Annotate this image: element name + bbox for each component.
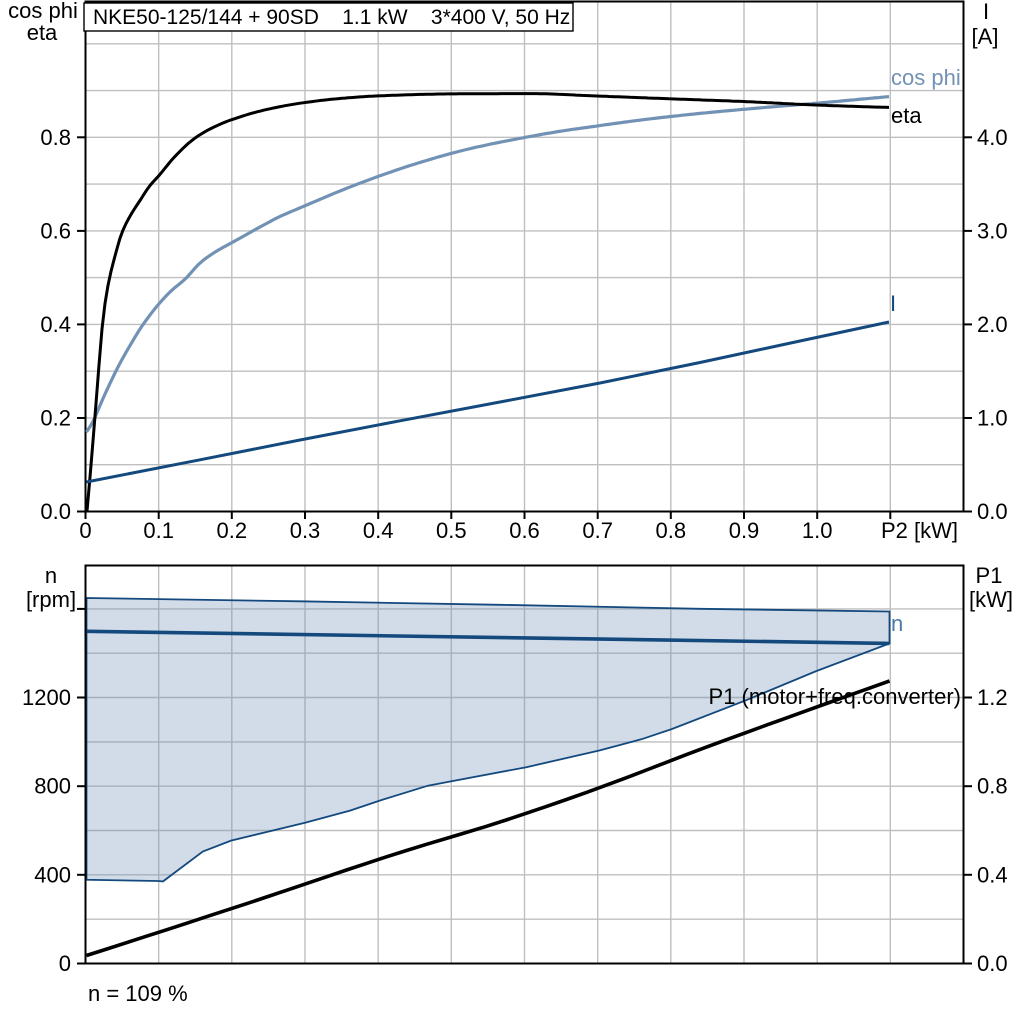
svg-text:2.0: 2.0	[977, 312, 1008, 337]
svg-text:I: I	[890, 291, 896, 316]
svg-text:0.4: 0.4	[40, 312, 71, 337]
svg-text:3.0: 3.0	[977, 218, 1008, 243]
svg-text:0: 0	[59, 951, 71, 976]
svg-text:0.1: 0.1	[143, 518, 174, 543]
svg-text:0.8: 0.8	[656, 518, 687, 543]
svg-text:cos phi: cos phi	[891, 65, 961, 90]
svg-text:0.4: 0.4	[363, 518, 394, 543]
svg-text:0.0: 0.0	[40, 499, 71, 524]
svg-text:800: 800	[34, 774, 71, 799]
svg-text:1.0: 1.0	[802, 518, 833, 543]
svg-text:I: I	[983, 0, 989, 24]
svg-text:0.8: 0.8	[977, 774, 1008, 799]
svg-text:4.0: 4.0	[977, 125, 1008, 150]
svg-text:1200: 1200	[22, 685, 71, 710]
svg-text:eta: eta	[891, 103, 922, 128]
svg-text:n: n	[891, 611, 903, 636]
svg-text:400: 400	[34, 862, 71, 887]
svg-text:NKE50-125/144 + 90SD 1.1 kW: NKE50-125/144 + 90SD 1.1 kW 3*400 V, 50 …	[93, 6, 570, 29]
svg-text:P1: P1	[976, 563, 1003, 588]
svg-text:eta: eta	[27, 20, 58, 45]
svg-text:cos phi: cos phi	[8, 0, 78, 23]
svg-text:0.8: 0.8	[40, 125, 71, 150]
svg-text:0.7: 0.7	[582, 518, 613, 543]
svg-text:[kW]: [kW]	[969, 587, 1013, 612]
svg-text:1.0: 1.0	[977, 406, 1008, 431]
svg-text:0.2: 0.2	[40, 406, 71, 431]
svg-text:[rpm]: [rpm]	[26, 587, 76, 612]
svg-text:0.3: 0.3	[290, 518, 321, 543]
svg-text:n: n	[45, 563, 57, 588]
svg-text:[A]: [A]	[972, 24, 999, 49]
svg-text:0.6: 0.6	[40, 218, 71, 243]
svg-text:0.2: 0.2	[217, 518, 248, 543]
svg-text:0: 0	[79, 518, 91, 543]
svg-text:0.0: 0.0	[977, 951, 1008, 976]
svg-text:P1 (motor+freq.converter): P1 (motor+freq.converter)	[709, 684, 961, 709]
svg-text:1.2: 1.2	[977, 685, 1008, 710]
svg-text:0.0: 0.0	[977, 499, 1008, 524]
svg-text:0.6: 0.6	[509, 518, 540, 543]
svg-text:0.4: 0.4	[977, 862, 1008, 887]
svg-text:0.9: 0.9	[729, 518, 760, 543]
svg-text:n = 109 %: n = 109 %	[88, 981, 188, 1006]
svg-text:0.5: 0.5	[436, 518, 467, 543]
svg-text:P2 [kW]: P2 [kW]	[881, 518, 958, 543]
